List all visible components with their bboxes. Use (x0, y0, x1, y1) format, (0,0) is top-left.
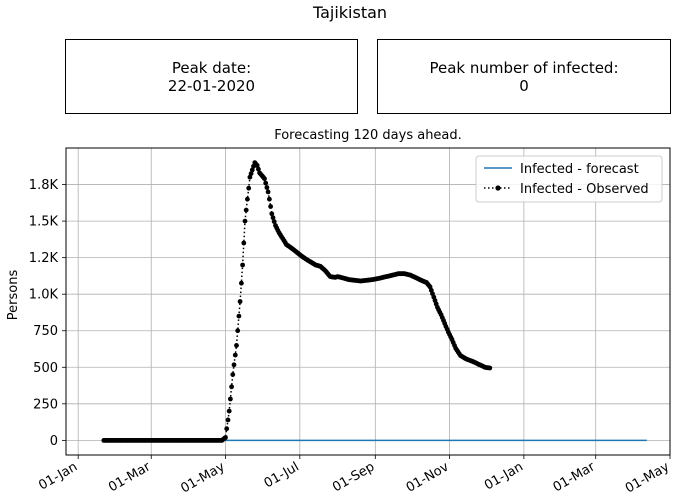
observed-point (239, 280, 244, 286)
y-tick-label: 1.8K (29, 178, 59, 193)
peak-infected-box: Peak number of infected: 0 (377, 39, 671, 114)
peak-infected-value: 0 (519, 76, 529, 95)
x-tick-label: 01-May (178, 459, 227, 496)
observed-point (487, 365, 493, 371)
x-tick-label: 01-Jan (482, 459, 526, 493)
x-tick-label: 01-May (623, 459, 672, 496)
observed-point (245, 196, 250, 202)
observed-point (241, 240, 247, 246)
x-tick-label: 01-Sep (330, 459, 377, 495)
legend-observed-marker (495, 185, 501, 191)
observed-point (237, 299, 243, 304)
observed-point (269, 211, 275, 217)
observed-point (234, 343, 239, 348)
observed-point (254, 163, 260, 168)
observed-point (224, 426, 230, 432)
observed-point (240, 262, 246, 268)
observed-point (230, 372, 236, 377)
y-tick-label: 1.5K (29, 215, 59, 230)
peak-date-box: Peak date: 22-01-2020 (65, 39, 358, 114)
x-tick-label: 01-Jul (262, 459, 302, 491)
figure-title: Tajikistan (312, 3, 388, 22)
observed-point (225, 417, 231, 423)
observed-point (270, 215, 276, 221)
observed-point (267, 196, 272, 202)
series-observed-line (103, 161, 490, 442)
observed-point (263, 180, 269, 186)
peak-infected-label: Peak number of infected: (429, 58, 619, 77)
y-tick-label: 500 (33, 361, 58, 376)
x-tick-label: 01-Nov (404, 459, 452, 495)
y-tick-label: 750 (33, 324, 58, 339)
plot-area-frame (65, 147, 671, 456)
observed-point (246, 185, 252, 191)
x-tick-label: 01-Mar (106, 459, 154, 495)
x-tick-label: 01-Mar (551, 459, 599, 495)
observed-point (262, 176, 267, 182)
observed-point (264, 185, 270, 190)
observed-point (223, 435, 228, 440)
observed-point (271, 219, 277, 225)
observed-point (236, 313, 242, 319)
observed-point (256, 166, 261, 172)
axis-ticks: 0 250 500 750 1.0K 1.2K 1.5K 1.8K 01-Jan 01-Mar 01… (29, 178, 672, 496)
observed-point (231, 362, 237, 368)
observed-point (268, 204, 273, 209)
chart-title: Forecasting 120 days ahead. (274, 128, 462, 143)
observed-point (226, 408, 232, 414)
legend-forecast-label: Infected - forecast (520, 162, 639, 177)
legend-observed-label: Infected - Observed (520, 182, 649, 197)
y-tick-label: 0 (50, 434, 58, 449)
observed-point (235, 328, 241, 334)
observed-point (249, 167, 255, 173)
legend: Infected - forecast Infected - Observed (475, 155, 663, 203)
y-tick-label: 1.0K (29, 288, 59, 303)
peak-date-label: Peak date: (171, 58, 252, 77)
observed-point (242, 218, 248, 224)
legend-frame (475, 155, 663, 203)
x-tick-label: 01-Jan (36, 459, 80, 493)
observed-point (265, 189, 271, 195)
grid (66, 148, 671, 455)
observed-point (248, 171, 254, 177)
peak-date-value: 22-01-2020 (167, 76, 256, 95)
observed-point (229, 384, 235, 390)
observed-point (243, 207, 249, 213)
y-tick-label: 1.2K (29, 251, 59, 266)
observed-point (228, 396, 233, 402)
y-axis-label: Persons (6, 270, 21, 321)
observed-point (232, 352, 238, 358)
y-tick-label: 250 (33, 397, 58, 412)
series-layer (101, 160, 647, 443)
